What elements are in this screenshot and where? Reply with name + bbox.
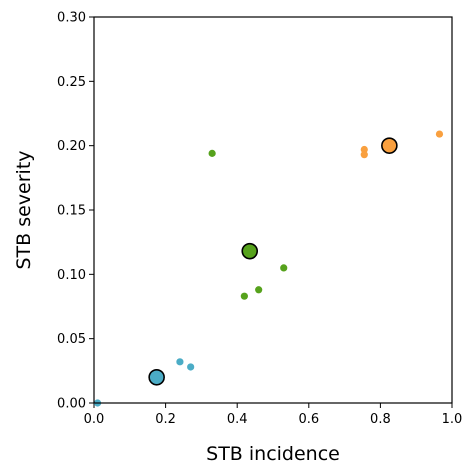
x-tick-label: 0.4 [227, 412, 248, 427]
axis-ticks: 0.0 0.2 0.4 0.6 0.8 1.0 0.00 0.05 0.10 0.15 0.20 0.… [57, 11, 462, 428]
y-tick-label: 0.30 [57, 11, 86, 26]
mean-marker [381, 137, 398, 154]
x-tick-label: 0.8 [370, 412, 391, 427]
data-point [280, 264, 288, 272]
mean-marker [148, 368, 165, 386]
data-point [240, 292, 248, 300]
data-point [176, 358, 184, 366]
x-tick-label: 0.2 [155, 412, 176, 427]
data-points [93, 130, 444, 407]
mean-marker [241, 242, 259, 260]
data-point [255, 286, 263, 294]
data-point [360, 145, 368, 154]
y-tick-label: 0.05 [57, 332, 86, 347]
y-tick-label: 0.15 [57, 204, 86, 219]
y-tick-label: 0.25 [57, 75, 86, 90]
y-tick-label: 0.00 [57, 397, 86, 412]
x-axis-label: STB incidence [206, 443, 340, 462]
y-tick-label: 0.20 [57, 139, 86, 154]
y-axis-label: STB severity [13, 150, 35, 269]
data-point [360, 151, 368, 159]
data-point [435, 130, 444, 138]
plot-frame [93, 16, 453, 404]
data-point [208, 149, 216, 157]
x-tick-label: 1.0 [442, 412, 463, 427]
y-tick-label: 0.10 [57, 268, 86, 283]
data-point [187, 363, 195, 371]
x-tick-label: 0.6 [298, 412, 319, 427]
x-tick-label: 0.0 [84, 412, 105, 427]
